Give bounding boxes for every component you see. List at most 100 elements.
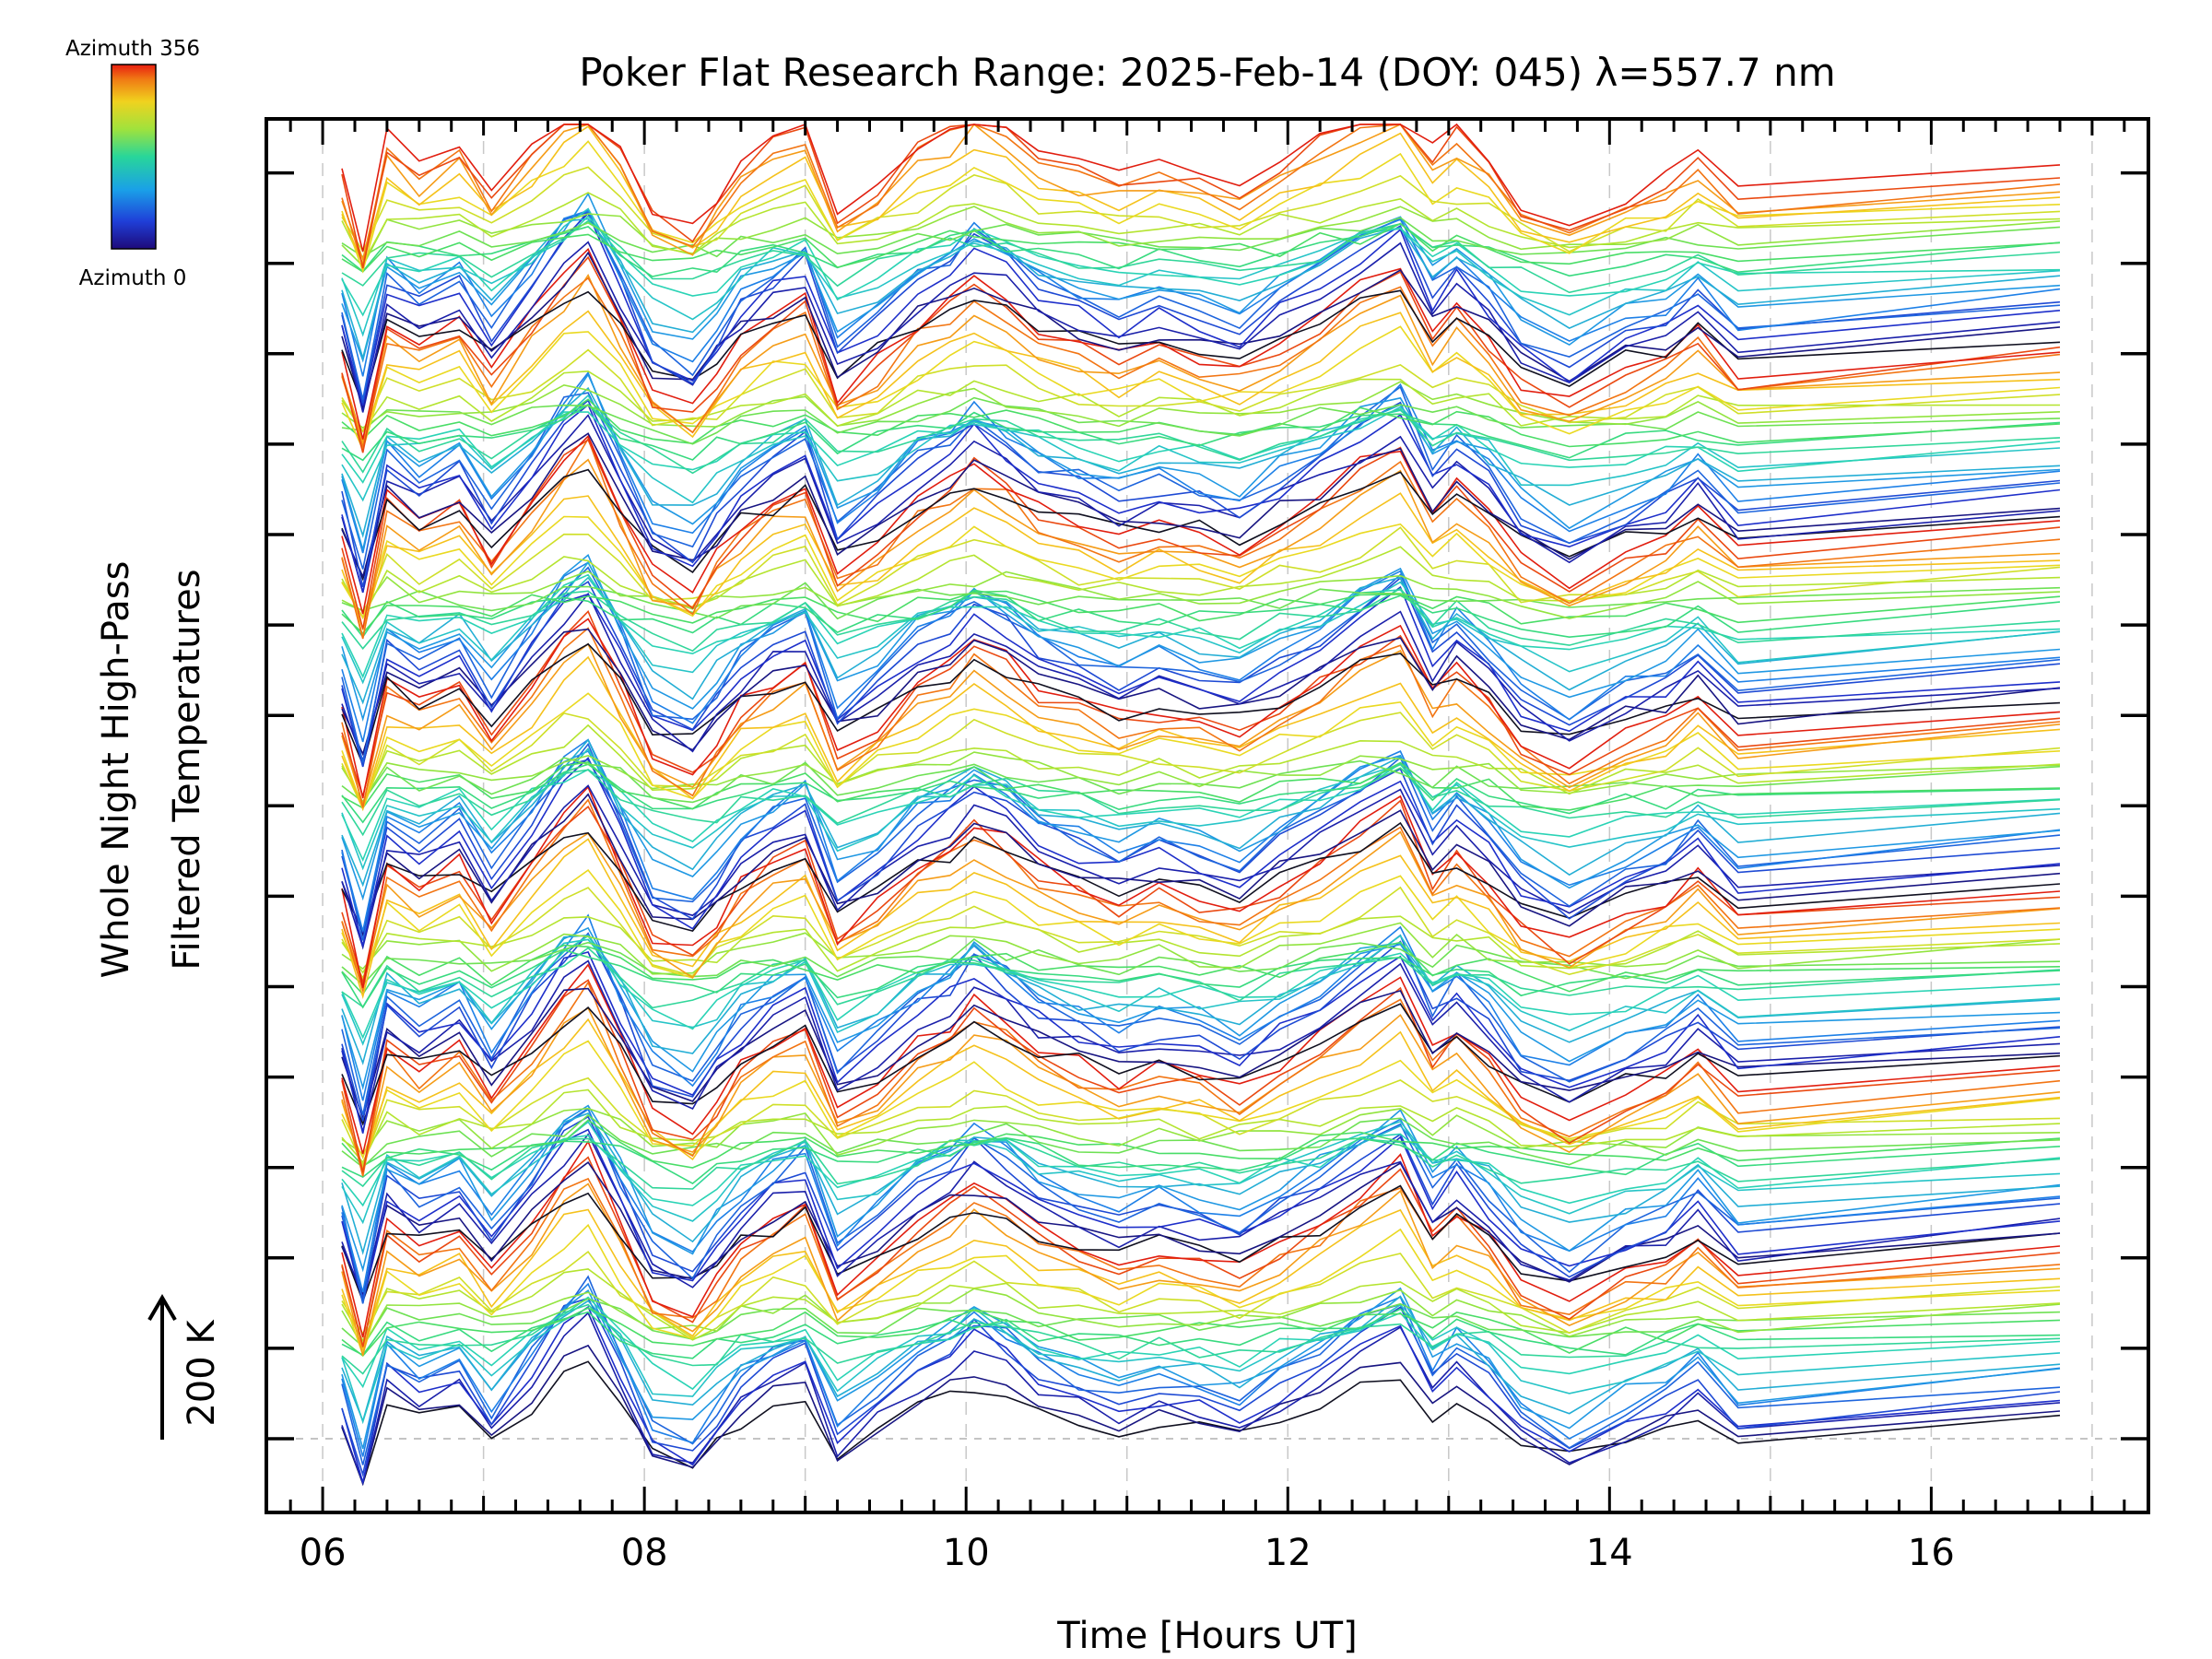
series-line	[341, 1113, 2061, 1169]
colorbar-top-label: Azimuth 356	[65, 37, 200, 61]
series-line	[341, 546, 2061, 620]
series-line	[341, 414, 2061, 594]
chart-title: Poker Flat Research Range: 2025-Feb-14 (…	[579, 50, 1835, 95]
series-line	[341, 959, 2061, 1133]
series-line	[341, 396, 2061, 445]
series-line	[341, 215, 2061, 317]
series-line	[341, 757, 2061, 947]
series-line	[341, 561, 2061, 743]
series-line	[341, 276, 2061, 451]
series-line	[341, 399, 2061, 588]
series-line	[341, 1250, 2061, 1339]
series-line	[341, 932, 2061, 1122]
series-line	[341, 1208, 2061, 1352]
series-line	[341, 222, 2061, 273]
series-line	[341, 1308, 2061, 1359]
x-tick-label: 16	[1908, 1532, 1955, 1574]
series-line	[341, 381, 2061, 429]
series-line	[341, 915, 2061, 974]
series-line	[341, 273, 2061, 443]
series-line	[341, 585, 2061, 768]
series-line	[341, 241, 2061, 413]
series-line	[341, 1182, 2061, 1356]
series-line	[341, 1344, 2061, 1486]
series-line	[341, 763, 2061, 824]
series-line	[341, 793, 2061, 937]
series-line	[341, 642, 2061, 807]
series-line	[341, 289, 2061, 408]
series-line	[341, 223, 2061, 277]
series-lines	[341, 123, 2061, 1487]
series-line	[341, 492, 2061, 631]
series-line	[341, 712, 2061, 811]
series-line	[341, 437, 2061, 640]
series-line	[341, 1077, 2061, 1168]
series-line	[341, 763, 2061, 837]
scale-arrow-head	[147, 1294, 177, 1322]
series-line	[341, 838, 2061, 999]
series-line	[341, 1268, 2061, 1343]
series-line	[341, 386, 2061, 538]
colorbar	[111, 64, 157, 250]
series-line	[341, 742, 2061, 941]
series-line	[341, 618, 2061, 798]
series-line	[341, 385, 2061, 570]
series-line	[341, 573, 2061, 679]
series-line	[341, 310, 2061, 446]
x-tick-label: 12	[1265, 1532, 1312, 1574]
x-tick-label: 08	[621, 1532, 668, 1574]
series-line	[341, 762, 2061, 863]
series-line	[341, 987, 2061, 1122]
series-line	[341, 255, 2061, 453]
series-line	[341, 560, 2061, 705]
series-line	[341, 209, 2061, 404]
series-line	[341, 799, 2061, 983]
series-line	[341, 325, 2061, 453]
series-line	[341, 948, 2061, 1009]
series-line	[341, 724, 2061, 806]
series-line	[341, 1307, 2061, 1358]
series-line	[341, 1223, 2061, 1358]
scale-label: 200 K	[181, 1319, 223, 1427]
series-line	[341, 1018, 2061, 1172]
series-line	[341, 935, 2061, 1040]
series-line	[341, 1120, 2061, 1225]
series-line	[341, 1288, 2061, 1348]
series-line	[341, 576, 2061, 685]
series-line	[341, 1137, 2061, 1190]
series-line	[341, 1088, 2061, 1164]
series-line	[341, 1107, 2061, 1304]
series-line	[341, 571, 2061, 619]
series-line	[341, 589, 2061, 639]
series-line	[341, 627, 2061, 808]
series-line	[341, 1305, 2061, 1483]
series-line	[341, 1303, 2061, 1425]
x-tick-label: 06	[300, 1532, 347, 1574]
series-line	[341, 1107, 2061, 1157]
series-line	[341, 1295, 2061, 1424]
plot-frame	[265, 117, 2150, 1514]
series-line	[341, 587, 2061, 653]
series-line	[341, 458, 2061, 638]
series-line	[341, 785, 2061, 988]
series-line	[341, 166, 2061, 253]
series-line	[341, 1040, 2061, 1159]
series-line	[341, 404, 2061, 462]
series-line	[341, 592, 2061, 763]
series-line	[341, 692, 2061, 811]
x-tick-labels: 06 08 10 12 14 16	[300, 1532, 1955, 1574]
series-line	[341, 125, 2061, 267]
series-line	[341, 1119, 2061, 1169]
series-line	[341, 124, 2061, 269]
series-line	[341, 439, 2061, 629]
series-line	[341, 1177, 2061, 1347]
x-tick-label: 10	[943, 1532, 990, 1574]
series-line	[341, 934, 2061, 1065]
series-line	[341, 869, 2061, 989]
series-line	[341, 1115, 2061, 1300]
axis-ticks	[266, 119, 2148, 1512]
series-line	[341, 1360, 2061, 1487]
x-axis-title: Time [Hours UT]	[1056, 1615, 1357, 1657]
series-line	[341, 922, 2061, 975]
series-line	[341, 248, 2061, 440]
